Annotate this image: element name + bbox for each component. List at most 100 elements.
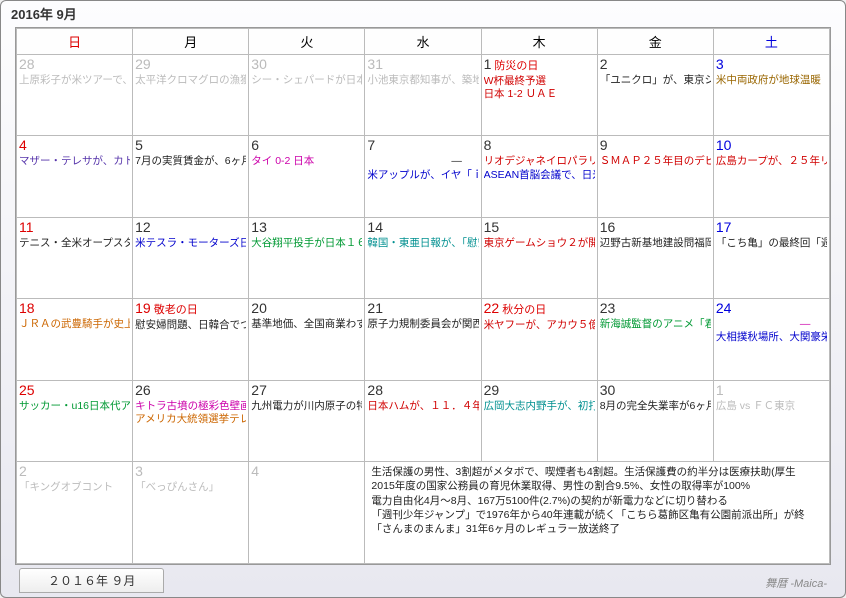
event-text: 九州電力が川内原子の特別点検を開始 <box>251 400 362 413</box>
event-text: 辺野古新基地建設問福岡高裁那覇支部が国の請求を認め、県が違法と判断 <box>600 237 711 250</box>
event-text: — <box>367 155 478 168</box>
events-list: タイ 0-2 日本 <box>251 155 362 168</box>
month-tab[interactable]: ２０１６年 ９月 <box>19 568 164 593</box>
day-cell[interactable]: 16辺野古新基地建設問福岡高裁那覇支部が国の請求を認め、県が違法と判断 <box>597 217 713 298</box>
day-cell[interactable]: 4 マザー・テレサが、カトリック崇敬の最「聖人」に加わる <box>17 136 133 217</box>
day-number: 20 <box>251 300 267 316</box>
day-cell[interactable]: 3 米中両政府が地球温暖「パリ協定」を批准 <box>713 55 829 136</box>
events-list: 7月の実質賃金が、6ヶ月連続で前年同月を上回る <box>135 155 246 168</box>
day-cell[interactable]: 19 敬老の日慰安婦問題、日韓合でつくられた財団が安倍首相のおわびの手紙を要求 <box>133 299 249 380</box>
day-cell[interactable]: 29 広岡大志内野手が、初打席初本塁打を放 <box>481 380 597 461</box>
day-cell[interactable]: 9 ＳＭＡＰ２５年目のデビュー記念日 <box>597 136 713 217</box>
events-list: 「こち亀」の最終回「週刊少年ジャンプコミックス第２００が同時に発売される <box>716 237 827 250</box>
note-line: 「週刊少年ジャンプ」で1976年から40年連載が続く「こちら葛飾区亀有公園前派出… <box>371 508 823 522</box>
event-text: テニス・全米オープスタン・バブリンカが初優勝 <box>19 237 130 250</box>
day-cell[interactable]: 8リオデジャネイロパラリンピック(～18)ASEAN首脳会議で、日米が中国に、仲… <box>481 136 597 217</box>
day-number: 6 <box>251 137 259 153</box>
event-text: — <box>716 318 827 331</box>
events-list: 「キングオブコント <box>19 481 130 494</box>
event-text: アメリカ大統領選挙テレビ討論会１／３ <box>135 413 246 426</box>
week-row: 25 サッカー・u16日本代アジア選手権で４強u17Ｗ杯出場を決める26キトラ古… <box>17 380 830 461</box>
event-text: 米中両政府が地球温暖「パリ協定」を批准 <box>716 74 827 87</box>
event-text: 太平洋クロマグロの漁獲制限を議論する国際会議が開幕 <box>135 74 246 87</box>
day-cell[interactable]: 29 太平洋クロマグロの漁獲制限を議論する国際会議が開幕 <box>133 55 249 136</box>
holiday-label: 秋分の日 <box>499 304 546 316</box>
day-cell[interactable]: 26キトラ古墳の極彩色壁画一般公開(～10/23)アメリカ大統領選挙テレビ討論会… <box>133 380 249 461</box>
event-text: 大谷翔平投手が日本１６４キロをマーク <box>251 237 362 250</box>
day-number: 30 <box>251 56 267 72</box>
event-text: 原子力規制委員会が関西電力高浜原子力テロ対策施設審査で初の合格を決定 <box>367 318 478 331</box>
events-list: —大相撲秋場所、大関豪栄道が初優勝 <box>716 318 827 344</box>
day-cell[interactable]: 30 シー・シェパードが日本が南極海で行う高速艇を投入する <box>249 55 365 136</box>
day-number: 14 <box>367 219 383 235</box>
day-number: 29 <box>135 56 151 72</box>
day-number: 3 <box>716 56 724 72</box>
event-text: 広岡大志内野手が、初打席初本塁打を放 <box>484 400 595 413</box>
day-cell[interactable]: 7 —米アップルが、イヤ「ｉＰｈｏｎｅ７」「７プラス」を発表 <box>365 136 481 217</box>
note-line: 2015年度の国家公務員の育児休業取得、男性の割合9.5%、女性の取得率が100… <box>371 479 823 493</box>
day-number: 27 <box>251 382 267 398</box>
day-number: 13 <box>251 219 267 235</box>
day-cell[interactable]: 28 日本ハムが、１１．４年ぶりに優勝 <box>365 380 481 461</box>
weekday-header: 日 <box>17 29 133 55</box>
day-cell[interactable]: 23 新海誠監督のアニメ「君の名は。」公開１００億円を超える <box>597 299 713 380</box>
day-cell[interactable]: 17 「こち亀」の最終回「週刊少年ジャンプコミックス第２００が同時に発売される <box>713 217 829 298</box>
event-text: 「ユニクロ」が、東京シンガポールに進出 <box>600 74 711 87</box>
weekday-header: 木 <box>481 29 597 55</box>
day-cell[interactable]: 22 秋分の日 米ヤフーが、アカウ５億人分以上の個人流出したと発表 <box>481 299 597 380</box>
holiday-label: 敬老の日 <box>151 304 198 316</box>
day-number: 4 <box>251 463 259 479</box>
day-cell[interactable]: 27 九州電力が川内原子の特別点検を開始 <box>249 380 365 461</box>
day-number: 29 <box>484 382 500 398</box>
weekday-header: 月 <box>133 29 249 55</box>
day-cell[interactable]: 21原子力規制委員会が関西電力高浜原子力テロ対策施設審査で初の合格を決定 <box>365 299 481 380</box>
day-cell[interactable]: 2 「キングオブコント <box>17 462 133 564</box>
day-cell[interactable]: 12 米テスラ・モーターズ日本市場で初となるＳＵＶを発売 <box>133 217 249 298</box>
window-title: 2016年 9月 <box>1 1 845 23</box>
day-cell[interactable]: 2 「ユニクロ」が、東京シンガポールに進出 <box>597 55 713 136</box>
event-text: 米ヤフーが、アカウ５億人分以上の個人流出したと発表 <box>484 319 595 332</box>
events-list: 広島 vs ＦＣ東京 <box>716 400 827 413</box>
event-text: タイ 0-2 日本 <box>251 155 362 168</box>
day-cell[interactable]: 5 7月の実質賃金が、6ヶ月連続で前年同月を上回る <box>133 136 249 217</box>
events-list: シー・シェパードが日本が南極海で行う高速艇を投入する <box>251 74 362 87</box>
events-list: 米テスラ・モーターズ日本市場で初となるＳＵＶを発売 <box>135 237 246 250</box>
events-list: 日本ハムが、１１．４年ぶりに優勝 <box>367 400 478 413</box>
day-number: 23 <box>600 300 616 316</box>
day-cell[interactable]: 18 ＪＲＡの武豊騎手が史上初の通算４千勝を達成 <box>17 299 133 380</box>
events-list: 新海誠監督のアニメ「君の名は。」公開１００億円を超える <box>600 318 711 331</box>
day-cell[interactable]: 4 <box>249 462 365 564</box>
day-cell[interactable]: 25 サッカー・u16日本代アジア選手権で４強u17Ｗ杯出場を決める <box>17 380 133 461</box>
day-cell[interactable]: 14 韓国・東亜日報が、「慰安婦像は移転すと異例のコラムを掲 <box>365 217 481 298</box>
day-cell[interactable]: 24 —大相撲秋場所、大関豪栄道が初優勝 <box>713 299 829 380</box>
events-list: 広岡大志内野手が、初打席初本塁打を放 <box>484 400 595 413</box>
day-cell[interactable]: 13 大谷翔平投手が日本１６４キロをマーク <box>249 217 365 298</box>
events-list: ＪＲＡの武豊騎手が史上初の通算４千勝を達成 <box>19 318 130 331</box>
day-cell[interactable]: 20 基準地価、全国商業わずかながら９年ぶ <box>249 299 365 380</box>
day-cell[interactable]: 28上原彩子が米ツアーで、2日連続となるホールインワンを達 <box>17 55 133 136</box>
events-list: 小池東京都知事が、築地移転延期を正式に表明 <box>367 74 478 87</box>
day-cell[interactable]: 1 防災の日 W杯最終予選日本 1-2 ＵＡＥ <box>481 55 597 136</box>
week-row: 28上原彩子が米ツアーで、2日連続となるホールインワンを達29 太平洋クロマグロの… <box>17 55 830 136</box>
day-cell[interactable]: 1 広島 vs ＦＣ東京 <box>713 380 829 461</box>
day-cell[interactable]: 30 8月の完全失業率が6ヶ月ぶりに悪化 <box>597 380 713 461</box>
event-text: 日本ハムが、１１．４年ぶりに優勝 <box>367 400 478 413</box>
day-number: 22 <box>484 300 500 316</box>
events-list: マザー・テレサが、カトリック崇敬の最「聖人」に加わる <box>19 155 130 168</box>
day-number: 2 <box>19 463 27 479</box>
day-cell[interactable]: 15 東京ゲームショウ２が開幕 <box>481 217 597 298</box>
day-cell[interactable]: 3 「べっぴんさん」 <box>133 462 249 564</box>
events-list: リオデジャネイロパラリンピック(～18)ASEAN首脳会議で、日米が中国に、仲裁… <box>484 155 595 181</box>
day-number: 17 <box>716 219 732 235</box>
day-cell[interactable]: 10 広島カープが、２５年リーグ優勝 <box>713 136 829 217</box>
day-cell[interactable]: 11 テニス・全米オープスタン・バブリンカが初優勝 <box>17 217 133 298</box>
event-text: W杯最終予選 <box>484 75 595 88</box>
day-cell[interactable]: 6 タイ 0-2 日本 <box>249 136 365 217</box>
event-text: 上原彩子が米ツアーで、2日連続となるホールインワンを達 <box>19 74 130 87</box>
event-text: 小池東京都知事が、築地移転延期を正式に表明 <box>367 74 478 87</box>
events-list: 東京ゲームショウ２が開幕 <box>484 237 595 250</box>
event-text: 「こち亀」の最終回「週刊少年ジャンプコミックス第２００が同時に発売される <box>716 237 827 250</box>
day-cell[interactable]: 31小池東京都知事が、築地移転延期を正式に表明 <box>365 55 481 136</box>
events-list: 大谷翔平投手が日本１６４キロをマーク <box>251 237 362 250</box>
day-number: 3 <box>135 463 143 479</box>
